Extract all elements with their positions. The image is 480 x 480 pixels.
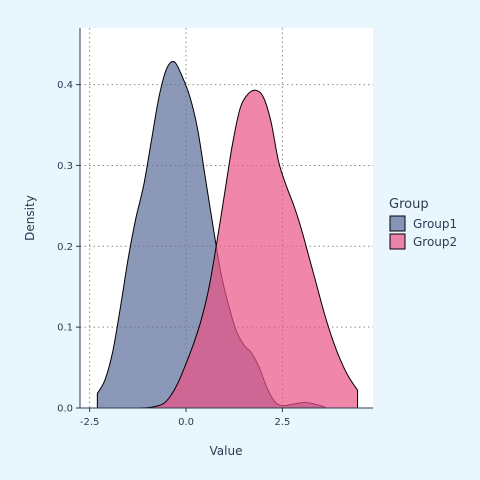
legend: Group Group1 Group2 [389,197,457,250]
legend-key-2 [389,233,406,250]
legend-label-2: Group2 [413,235,457,249]
axes [79,28,373,409]
density-areas [96,61,359,409]
y-tick-label-0: 0.0 [57,404,73,415]
legend-key-1 [389,215,406,232]
x-tick-label-0: -2.5 [80,417,100,428]
x-ticks: -2.5 0.0 2.5 [80,408,290,428]
y-axis-title: Density [23,195,37,241]
y-tick-label-4: 0.4 [57,80,73,91]
x-axis-title: Value [210,444,243,458]
y-ticks: 0.0 0.1 0.2 0.3 0.4 [57,80,80,415]
y-tick-label-1: 0.1 [57,323,73,334]
density-curve-2 [139,89,359,409]
y-tick-label-2: 0.2 [57,242,73,253]
y-tick-label-3: 0.3 [57,161,73,172]
density-fill-1 [97,61,325,408]
legend-label-1: Group1 [413,217,457,231]
x-tick-label-2: 2.5 [274,417,290,428]
density-fill-2 [139,90,358,408]
legend-title: Group [389,197,429,212]
x-tick-label-1: 0.0 [178,417,194,428]
density-series-2 [139,89,359,409]
